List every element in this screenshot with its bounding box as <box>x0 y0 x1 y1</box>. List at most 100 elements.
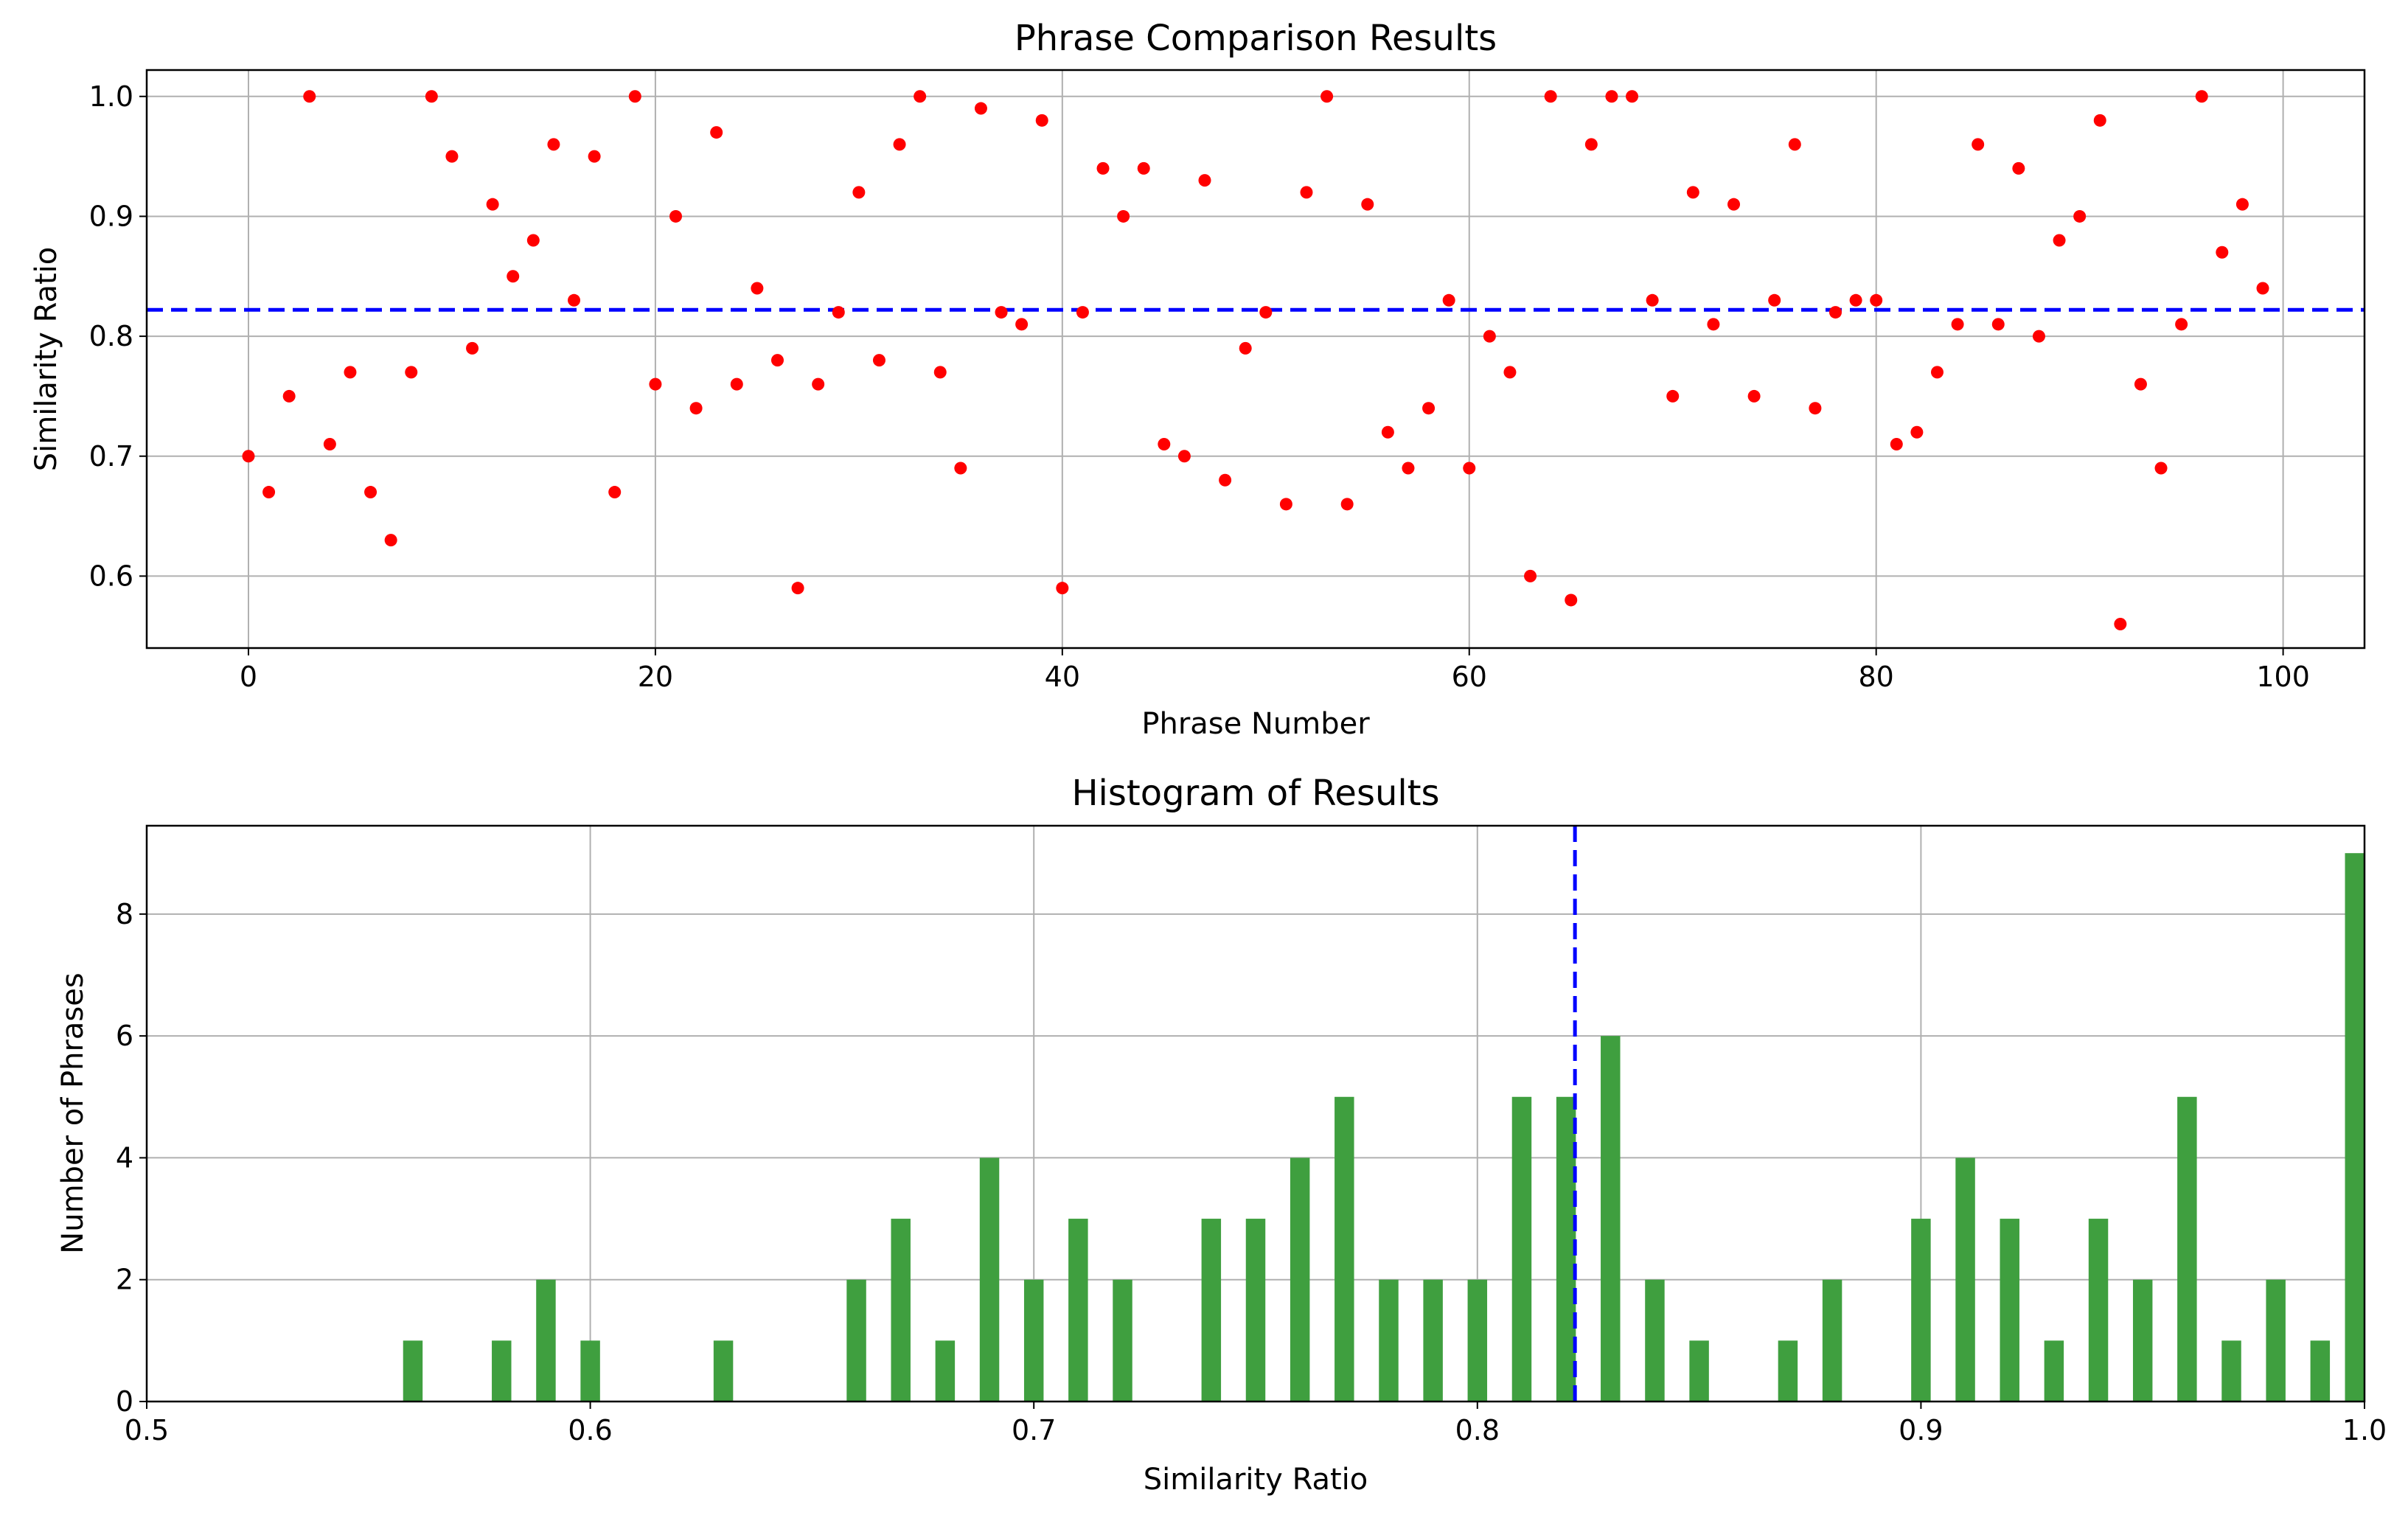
scatter-point <box>954 462 967 475</box>
scatter-y-tick-label: 0.8 <box>89 320 133 352</box>
scatter-point <box>2134 377 2147 391</box>
histogram-x-tick-label: 0.5 <box>125 1414 169 1446</box>
scatter-point <box>1483 330 1496 343</box>
scatter-y-tick-label: 0.9 <box>89 200 133 232</box>
scatter-point <box>1320 90 1334 103</box>
scatter-x-tick-label: 40 <box>1045 661 1080 693</box>
scatter-point <box>649 377 662 391</box>
scatter-point <box>547 138 560 151</box>
scatter-point <box>2235 198 2249 211</box>
scatter-point <box>1707 318 1720 331</box>
scatter-point <box>1463 462 1476 475</box>
histogram-x-axis-label: Similarity Ratio <box>1144 1463 1368 1497</box>
scatter-point <box>384 534 397 547</box>
scatter-point <box>2053 234 2066 247</box>
histogram-bar <box>1601 1036 1621 1402</box>
scatter-point <box>1666 389 1680 403</box>
scatter-point <box>1279 498 1292 511</box>
scatter-point <box>1117 209 1130 223</box>
scatter-point <box>1422 402 1436 415</box>
histogram-x-tick-label: 0.9 <box>1899 1414 1943 1446</box>
histogram-y-tick-label: 8 <box>116 898 133 930</box>
scatter-point <box>588 150 601 163</box>
histogram-chart: Histogram of Results 0.5 0.6 0.7 0.8 0.9 1.0 … <box>56 773 2387 1497</box>
scatter-point <box>486 198 499 211</box>
scatter-point <box>1076 306 1089 319</box>
scatter-point <box>1544 90 1557 103</box>
histogram-bar <box>1467 1279 1488 1402</box>
scatter-point <box>1849 293 1862 307</box>
scatter-point <box>852 186 866 199</box>
histogram-bar <box>1290 1157 1310 1402</box>
histogram-y-axis-label: Number of Phrases <box>56 972 90 1253</box>
histogram-bar <box>891 1219 911 1402</box>
scatter-point <box>608 486 622 499</box>
scatter-x-tick-label: 100 <box>2256 661 2310 693</box>
scatter-point <box>1626 90 1639 103</box>
histogram-x-ticks: 0.5 0.6 0.7 0.8 0.9 1.0 <box>125 1402 2387 1446</box>
scatter-point <box>1402 462 1415 475</box>
scatter-y-axis-label: Similarity Ratio <box>29 247 63 472</box>
scatter-point <box>832 306 845 319</box>
histogram-x-tick-label: 0.8 <box>1455 1414 1500 1446</box>
histogram-bar <box>2177 1096 2197 1402</box>
scatter-point <box>1930 366 1944 379</box>
scatter-point <box>1951 318 1964 331</box>
scatter-point <box>1503 366 1517 379</box>
histogram-bar <box>935 1340 956 1402</box>
histogram-y-tick-label: 6 <box>116 1020 133 1052</box>
histogram-x-tick-label: 1.0 <box>2342 1414 2387 1446</box>
scatter-point <box>242 450 255 463</box>
scatter-point <box>1056 582 1069 595</box>
histogram-bars <box>403 853 2364 1402</box>
histogram-bar <box>1689 1340 1709 1402</box>
histogram-bar <box>979 1157 1000 1402</box>
scatter-point <box>1361 198 1374 211</box>
histogram-y-tick-label: 2 <box>116 1264 133 1296</box>
scatter-title: Phrase Comparison Results <box>1015 18 1497 59</box>
scatter-point <box>1096 161 1110 175</box>
histogram-axes-frame <box>145 824 2366 1403</box>
scatter-point <box>1605 90 1618 103</box>
scatter-x-axis-label: Phrase Number <box>1141 707 1370 741</box>
scatter-point <box>1442 293 1455 307</box>
histogram-bar <box>2310 1340 2331 1402</box>
histogram-bar <box>2000 1219 2019 1402</box>
scatter-point <box>1747 389 1761 403</box>
scatter-point <box>872 354 885 367</box>
scatter-points <box>242 90 2269 630</box>
scatter-point <box>445 150 459 163</box>
scatter-point <box>1646 293 1659 307</box>
histogram-bar <box>536 1279 556 1402</box>
histogram-bar <box>1423 1279 1443 1402</box>
scatter-point <box>2216 246 2229 259</box>
scatter-point <box>669 209 683 223</box>
scatter-point <box>303 90 316 103</box>
scatter-point <box>2114 617 2127 630</box>
scatter-point <box>282 389 296 403</box>
scatter-point <box>628 90 641 103</box>
histogram-y-tick-label: 0 <box>116 1385 133 1418</box>
scatter-point <box>1219 473 1232 487</box>
scatter-x-tick-label: 20 <box>638 661 673 693</box>
scatter-y-tick-label: 1.0 <box>89 80 133 113</box>
scatter-point <box>526 234 540 247</box>
scatter-point <box>262 486 276 499</box>
histogram-bar <box>1778 1340 1798 1402</box>
scatter-point <box>1910 425 1924 439</box>
scatter-point <box>364 486 377 499</box>
scatter-chart: Phrase Comparison Results 0 20 40 60 80 100 0… <box>29 18 2366 741</box>
histogram-bar <box>1511 1096 1532 1402</box>
scatter-point <box>1198 174 1211 187</box>
scatter-point <box>1137 161 1150 175</box>
scatter-point <box>1727 198 1741 211</box>
scatter-point <box>1870 293 1883 307</box>
scatter-point <box>995 306 1008 319</box>
histogram-bar <box>492 1340 512 1402</box>
histogram-bar <box>1645 1279 1665 1402</box>
scatter-point <box>1972 138 1985 151</box>
scatter-point <box>974 102 987 115</box>
histogram-bar <box>2345 853 2364 1402</box>
histogram-bar <box>1113 1279 1132 1402</box>
